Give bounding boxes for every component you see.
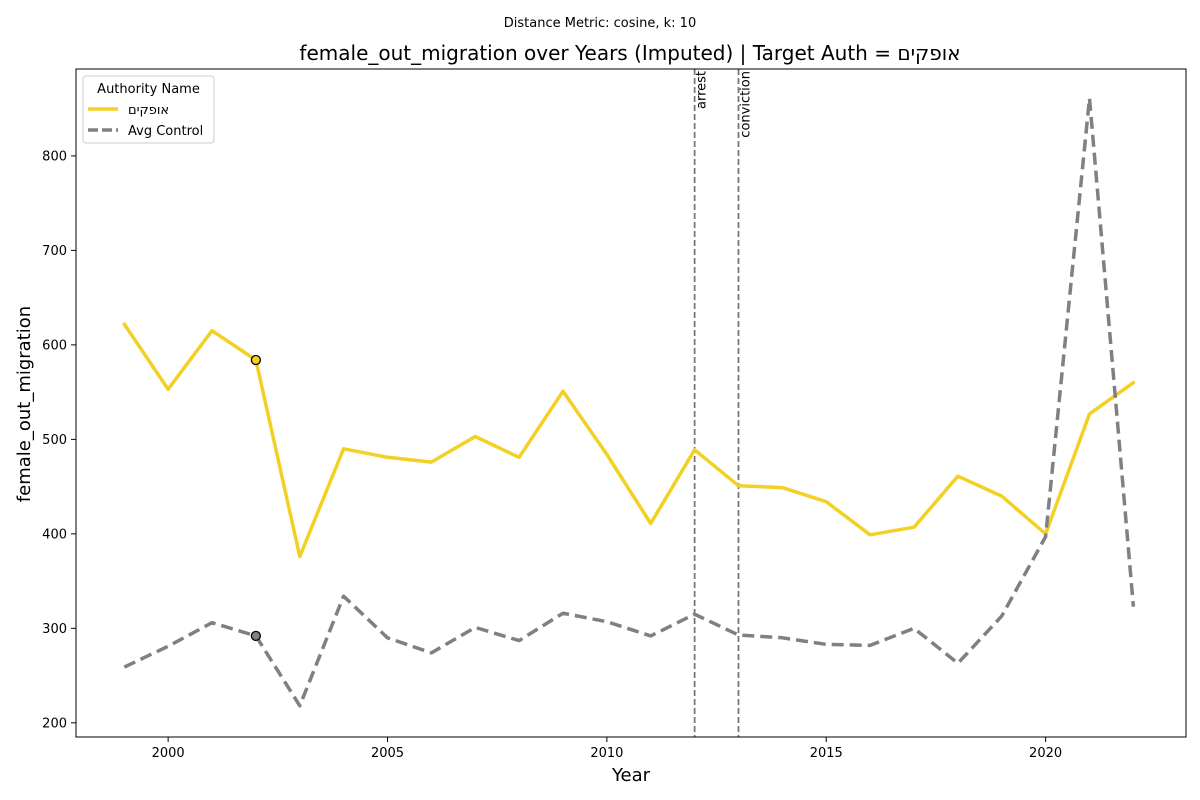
y-tick-label: 500 <box>42 433 67 448</box>
legend-box <box>82 75 215 144</box>
highlight-marker-1 <box>250 630 262 642</box>
chart-suptitle: Distance Metric: cosine, k: 10 <box>504 16 696 31</box>
event-label-arrest: arrest <box>695 71 710 109</box>
plot-area <box>76 69 1186 737</box>
y-tick-label: 400 <box>42 527 67 542</box>
legend-label-avg-control: Avg Control <box>128 124 203 139</box>
x-tick-label: 2020 <box>1029 746 1062 761</box>
y-tick-label: 600 <box>42 338 67 353</box>
event-label-conviction: conviction <box>738 71 753 138</box>
axes: 2000 2005 2010 2015 2020 200 300 400 500 600 700 80… <box>42 68 1187 761</box>
chart-title: female_out_migration over Years (Imputed… <box>299 41 960 65</box>
x-tick-label: 2000 <box>152 746 185 761</box>
y-axis-label: female_out_migration <box>14 306 35 502</box>
series-lines <box>122 96 1136 708</box>
y-tick-label: 200 <box>42 716 67 731</box>
series-line-target <box>122 322 1136 559</box>
plot-frame <box>75 68 1187 738</box>
legend-label-target: אופקים <box>128 103 169 118</box>
legend: Authority Name אופקים Avg Control <box>82 75 215 144</box>
legend-title: Authority Name <box>97 82 200 97</box>
y-tick-label: 700 <box>42 244 67 259</box>
plot-background <box>76 69 1186 737</box>
highlight-marker-0 <box>250 354 262 366</box>
x-tick-label: 2015 <box>810 746 843 761</box>
x-tick-label: 2010 <box>590 746 623 761</box>
y-tick-label: 300 <box>42 622 67 637</box>
series-line-avg-control <box>123 96 1136 708</box>
x-axis-label: Year <box>611 765 651 786</box>
event-lines: arrest conviction <box>693 69 753 737</box>
highlight-markers <box>250 354 262 642</box>
y-tick-label: 800 <box>42 149 67 164</box>
x-tick-label: 2005 <box>371 746 404 761</box>
